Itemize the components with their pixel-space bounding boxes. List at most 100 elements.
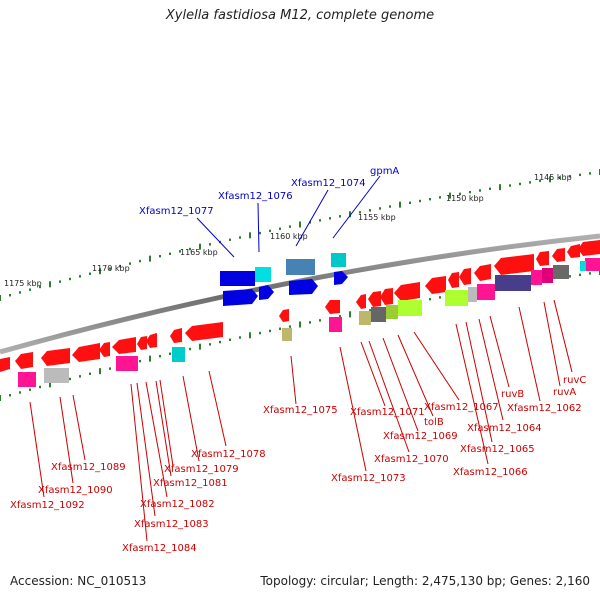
gene-box[interactable] bbox=[542, 268, 553, 283]
gene-arrow[interactable] bbox=[368, 291, 381, 307]
gene-arrow[interactable] bbox=[223, 289, 258, 306]
kbp-tick bbox=[229, 238, 231, 241]
kbp-tick bbox=[79, 275, 81, 278]
gene-box[interactable] bbox=[282, 328, 292, 341]
leader-line bbox=[360, 341, 386, 407]
kbp-tick bbox=[89, 272, 91, 275]
gene-box[interactable] bbox=[398, 300, 422, 316]
kbp-tick bbox=[239, 236, 241, 239]
gene-label: Xfasm12_1092 bbox=[10, 500, 85, 511]
kbp-tick bbox=[169, 352, 171, 355]
gene-arrow[interactable] bbox=[334, 271, 348, 285]
kbp-label: 1150 kbp bbox=[446, 194, 484, 203]
gene-arrow[interactable] bbox=[356, 294, 366, 309]
kbp-tick bbox=[29, 388, 31, 391]
gene-box[interactable] bbox=[44, 368, 69, 383]
gene-box[interactable] bbox=[580, 261, 586, 271]
gene-arrow[interactable] bbox=[41, 348, 70, 366]
leader-line bbox=[413, 331, 460, 401]
gene-label: Xfasm12_1082 bbox=[140, 499, 215, 510]
gene-arrow[interactable] bbox=[474, 264, 491, 281]
kbp-tick bbox=[589, 172, 591, 175]
gene-box[interactable] bbox=[445, 290, 468, 306]
gene-arrow[interactable] bbox=[279, 309, 289, 322]
gene-arrow[interactable] bbox=[448, 272, 459, 288]
gene-arrow[interactable] bbox=[380, 288, 393, 305]
kbp-tick bbox=[99, 368, 101, 375]
gene-arrow[interactable] bbox=[259, 285, 274, 300]
gene-arrow[interactable] bbox=[255, 267, 271, 282]
kbp-tick bbox=[569, 175, 571, 178]
gene-box[interactable] bbox=[585, 258, 600, 271]
gene-arrow[interactable] bbox=[137, 336, 147, 350]
kbp-tick bbox=[429, 297, 431, 301]
gene-label: Xfasm12_1083 bbox=[134, 519, 209, 530]
gene-arrow[interactable] bbox=[331, 253, 346, 267]
kbp-tick bbox=[489, 187, 491, 191]
gene-label: Xfasm12_1077 bbox=[139, 206, 214, 217]
gene-arrow[interactable] bbox=[220, 271, 255, 286]
leader-line bbox=[130, 383, 148, 542]
gene-box[interactable] bbox=[371, 307, 386, 322]
kbp-tick bbox=[189, 247, 191, 251]
gene-box[interactable] bbox=[116, 356, 138, 371]
kbp-tick bbox=[289, 225, 291, 228]
gene-arrow[interactable] bbox=[394, 282, 420, 301]
kbp-tick bbox=[29, 288, 31, 291]
kbp-tick bbox=[79, 375, 81, 378]
gene-arrow[interactable] bbox=[494, 254, 534, 275]
gene-arrow[interactable] bbox=[112, 337, 136, 354]
gene-box[interactable] bbox=[495, 275, 531, 291]
gene-arrow[interactable] bbox=[425, 276, 446, 294]
gene-arrow[interactable] bbox=[552, 248, 565, 262]
kbp-tick bbox=[99, 268, 101, 275]
gene-box[interactable] bbox=[386, 305, 398, 319]
gene-arrow[interactable] bbox=[99, 342, 110, 357]
gene-arrow[interactable] bbox=[15, 352, 33, 369]
kbp-label: 1170 kbp bbox=[92, 264, 130, 273]
leader-line bbox=[518, 306, 541, 402]
gene-box[interactable] bbox=[329, 317, 342, 332]
gene-label: ruvA bbox=[553, 387, 576, 398]
gene-arrow[interactable] bbox=[146, 333, 157, 348]
gene-arrow[interactable] bbox=[567, 244, 580, 258]
gene-label: Xfasm12_1076 bbox=[218, 191, 293, 202]
gene-arrow[interactable] bbox=[170, 328, 182, 343]
gene-arrow[interactable] bbox=[289, 279, 318, 295]
kbp-tick bbox=[9, 294, 11, 297]
kbp-tick bbox=[319, 319, 321, 322]
topology-text: Topology: circular; Length: 2,475,130 bp… bbox=[260, 574, 590, 588]
gene-arrow[interactable] bbox=[0, 357, 10, 372]
kbp-tick bbox=[279, 227, 281, 230]
gene-box[interactable] bbox=[172, 347, 185, 362]
kbp-label: 1155 kbp bbox=[358, 213, 396, 222]
gene-arrow[interactable] bbox=[72, 343, 100, 362]
gene-box[interactable] bbox=[468, 287, 477, 302]
kbp-tick bbox=[249, 332, 251, 339]
gene-box[interactable] bbox=[477, 284, 495, 300]
gene-arrow[interactable] bbox=[325, 300, 340, 314]
kbp-tick bbox=[209, 243, 211, 246]
gene-arrow[interactable] bbox=[536, 251, 549, 266]
leader-line bbox=[208, 370, 227, 447]
leader-line bbox=[295, 189, 329, 247]
gene-arrow[interactable] bbox=[459, 268, 471, 285]
gene-box[interactable] bbox=[553, 265, 569, 279]
kbp-tick bbox=[39, 385, 41, 389]
gene-arrow[interactable] bbox=[185, 322, 223, 341]
gene-label: Xfasm12_1073 bbox=[331, 473, 406, 484]
kbp-tick bbox=[19, 291, 21, 294]
gene-box[interactable] bbox=[531, 270, 542, 285]
gene-boxes bbox=[18, 258, 600, 387]
forward-genes bbox=[220, 253, 348, 306]
leader-line bbox=[465, 321, 493, 443]
gene-arrow[interactable] bbox=[578, 240, 600, 256]
kbp-tick bbox=[569, 275, 571, 278]
leader-line bbox=[553, 299, 573, 373]
kbp-tick bbox=[379, 207, 381, 210]
gene-label: Xfasm12_1075 bbox=[263, 405, 338, 416]
gene-box[interactable] bbox=[18, 372, 36, 387]
gene-box[interactable] bbox=[359, 311, 371, 325]
kbp-tick bbox=[0, 395, 1, 401]
gene-arrow[interactable] bbox=[286, 259, 315, 275]
